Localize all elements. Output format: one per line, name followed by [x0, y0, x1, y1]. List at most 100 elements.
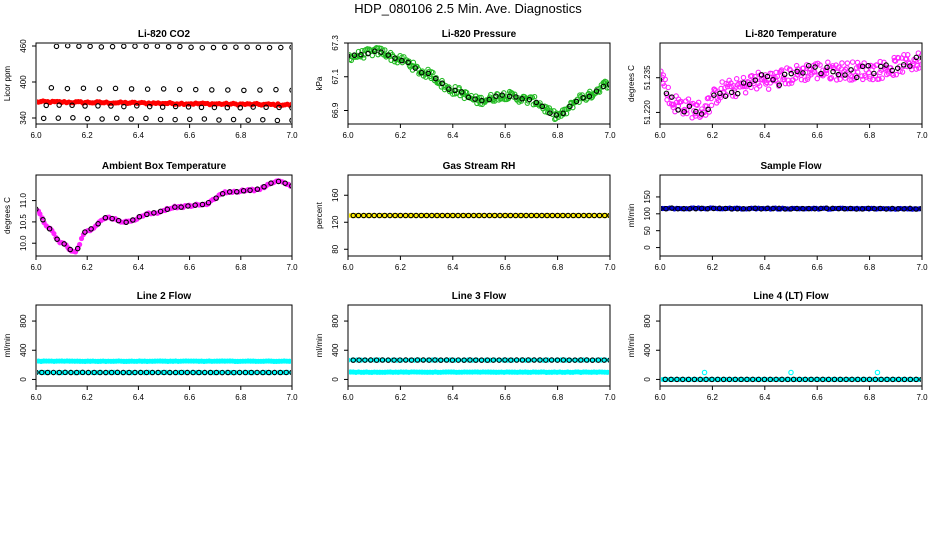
x-tick-label: 6.4 — [133, 393, 145, 402]
chart-panel-5: Gas Stream RH percent 6.0 6.2 6.4 6.6 6.8 7.0 80… — [315, 161, 616, 272]
data-point-temp-magenta — [849, 59, 856, 65]
y-axis-label: Licor ppm — [3, 66, 12, 101]
data-point-rh-black — [381, 212, 388, 219]
data-point-temp-magenta — [890, 72, 897, 78]
data-points — [349, 212, 609, 219]
data-point-pressure-black — [506, 93, 513, 100]
x-tick-label: 7.0 — [916, 263, 928, 272]
data-point-rh-black — [471, 212, 477, 219]
data-point-temp-black — [835, 71, 842, 78]
data-point-temp-black — [698, 111, 705, 117]
data-point-temp-magenta — [661, 72, 667, 78]
data-point-ambient-black — [54, 236, 60, 242]
data-point-rh-black — [586, 212, 592, 219]
data-point-line4-black — [825, 376, 832, 383]
x-tick-label: 6.8 — [552, 131, 564, 140]
data-point-line4-black — [855, 376, 861, 383]
chart-panel-4: Ambient Box Temperature degrees C 6.0 6.2 6.… — [3, 161, 298, 272]
data-point-line3-black — [595, 357, 602, 363]
x-tick-label: 6.0 — [654, 263, 666, 272]
data-point-temp-magenta — [918, 52, 921, 58]
data-point-rh-black — [560, 212, 566, 219]
data-point-rh-black — [554, 212, 561, 219]
data-point-co2-mid — [211, 104, 218, 111]
data-point-temp-magenta — [756, 83, 763, 89]
data-point-line3-black — [531, 357, 537, 363]
data-point-rh-black — [581, 212, 587, 219]
data-point-line4-black — [755, 376, 762, 383]
data-point-rh-black — [502, 212, 508, 219]
data-point-rh-black — [591, 212, 598, 219]
data-point-temp-black — [848, 67, 854, 73]
data-point-sample-black — [877, 205, 884, 212]
data-point-temp-black — [812, 64, 818, 70]
data-point-line2-black — [190, 369, 196, 376]
data-point-ambient-magenta — [37, 211, 43, 217]
x-tick-label: 6.2 — [82, 393, 94, 402]
data-point-line3-black — [426, 357, 432, 363]
y-tick-label: 80 — [331, 244, 340, 253]
data-point-rh-black — [565, 212, 571, 219]
data-point-temp-magenta — [708, 102, 715, 109]
data-point-line4-black — [773, 376, 779, 383]
data-point-rh-black — [512, 212, 519, 219]
x-tick-label: 6.6 — [812, 131, 824, 140]
data-point-sample-black — [913, 206, 919, 212]
data-point-temp-magenta — [742, 90, 749, 96]
data-point-rh-black — [481, 212, 487, 219]
data-point-co2-mid — [159, 104, 166, 110]
data-point-rh-black — [570, 212, 577, 219]
data-point-co2-upper — [273, 86, 279, 93]
data-point-rh-black — [429, 212, 435, 219]
data-point-co2-top — [154, 44, 161, 49]
data-point-temp-magenta — [661, 68, 664, 75]
plot-frame — [659, 174, 923, 257]
x-tick-label: 6.4 — [759, 131, 771, 140]
data-point-ambient-black — [185, 203, 191, 209]
data-point-temp-magenta — [895, 55, 902, 61]
data-point-pressure-black — [432, 75, 439, 82]
data-point-line2-black — [178, 369, 185, 376]
data-point-co2-top — [177, 44, 183, 50]
data-point-sample-black — [829, 205, 836, 212]
data-point-co2-mid — [224, 104, 231, 111]
data-point-temp-black — [675, 107, 681, 113]
y-axis-label: ml/min — [627, 334, 636, 358]
data-point-co2-upper — [225, 87, 231, 93]
x-tick-label: 6.0 — [30, 131, 42, 140]
data-point-temp-black — [758, 72, 765, 78]
data-point-pressure-green — [410, 59, 417, 66]
data-point-ambient-black — [144, 211, 150, 218]
x-tick-label: 6.6 — [812, 393, 824, 402]
x-tick-label: 6.0 — [654, 131, 666, 140]
y-tick-label: 0 — [331, 377, 340, 382]
data-point-sample-black — [776, 205, 782, 212]
x-tick-label: 6.8 — [864, 263, 876, 272]
data-point-line3-black — [560, 357, 567, 363]
data-point-rh-black — [418, 212, 425, 219]
data-points — [37, 44, 291, 123]
data-point-sample-black — [675, 205, 681, 212]
y-axis-label: ml/min — [315, 334, 324, 358]
data-point-temp-magenta — [662, 76, 668, 83]
y-tick-label: 400 — [643, 343, 652, 357]
data-point-temp-magenta — [870, 63, 877, 70]
data-point-co2-main — [289, 101, 291, 107]
data-point-temp-black — [693, 108, 699, 115]
data-point-line4-spikes — [701, 369, 708, 376]
data-point-sample-black — [865, 205, 872, 212]
data-point-pressure-black — [472, 96, 478, 102]
data-point-temp-magenta — [782, 80, 789, 87]
data-point-line4-black — [890, 376, 896, 383]
data-point-rh-black — [486, 212, 493, 219]
x-tick-label: 6.0 — [342, 393, 354, 402]
data-point-co2-top — [266, 44, 273, 51]
data-point-ambient-black — [254, 186, 261, 192]
data-point-line2-black — [108, 369, 115, 376]
data-point-line3-black — [554, 357, 561, 363]
y-tick-label: 66.9 — [331, 102, 340, 118]
y-axis-label: kPa — [315, 76, 324, 90]
data-point-line3-black — [508, 357, 514, 363]
data-point-temp-black — [717, 90, 723, 97]
